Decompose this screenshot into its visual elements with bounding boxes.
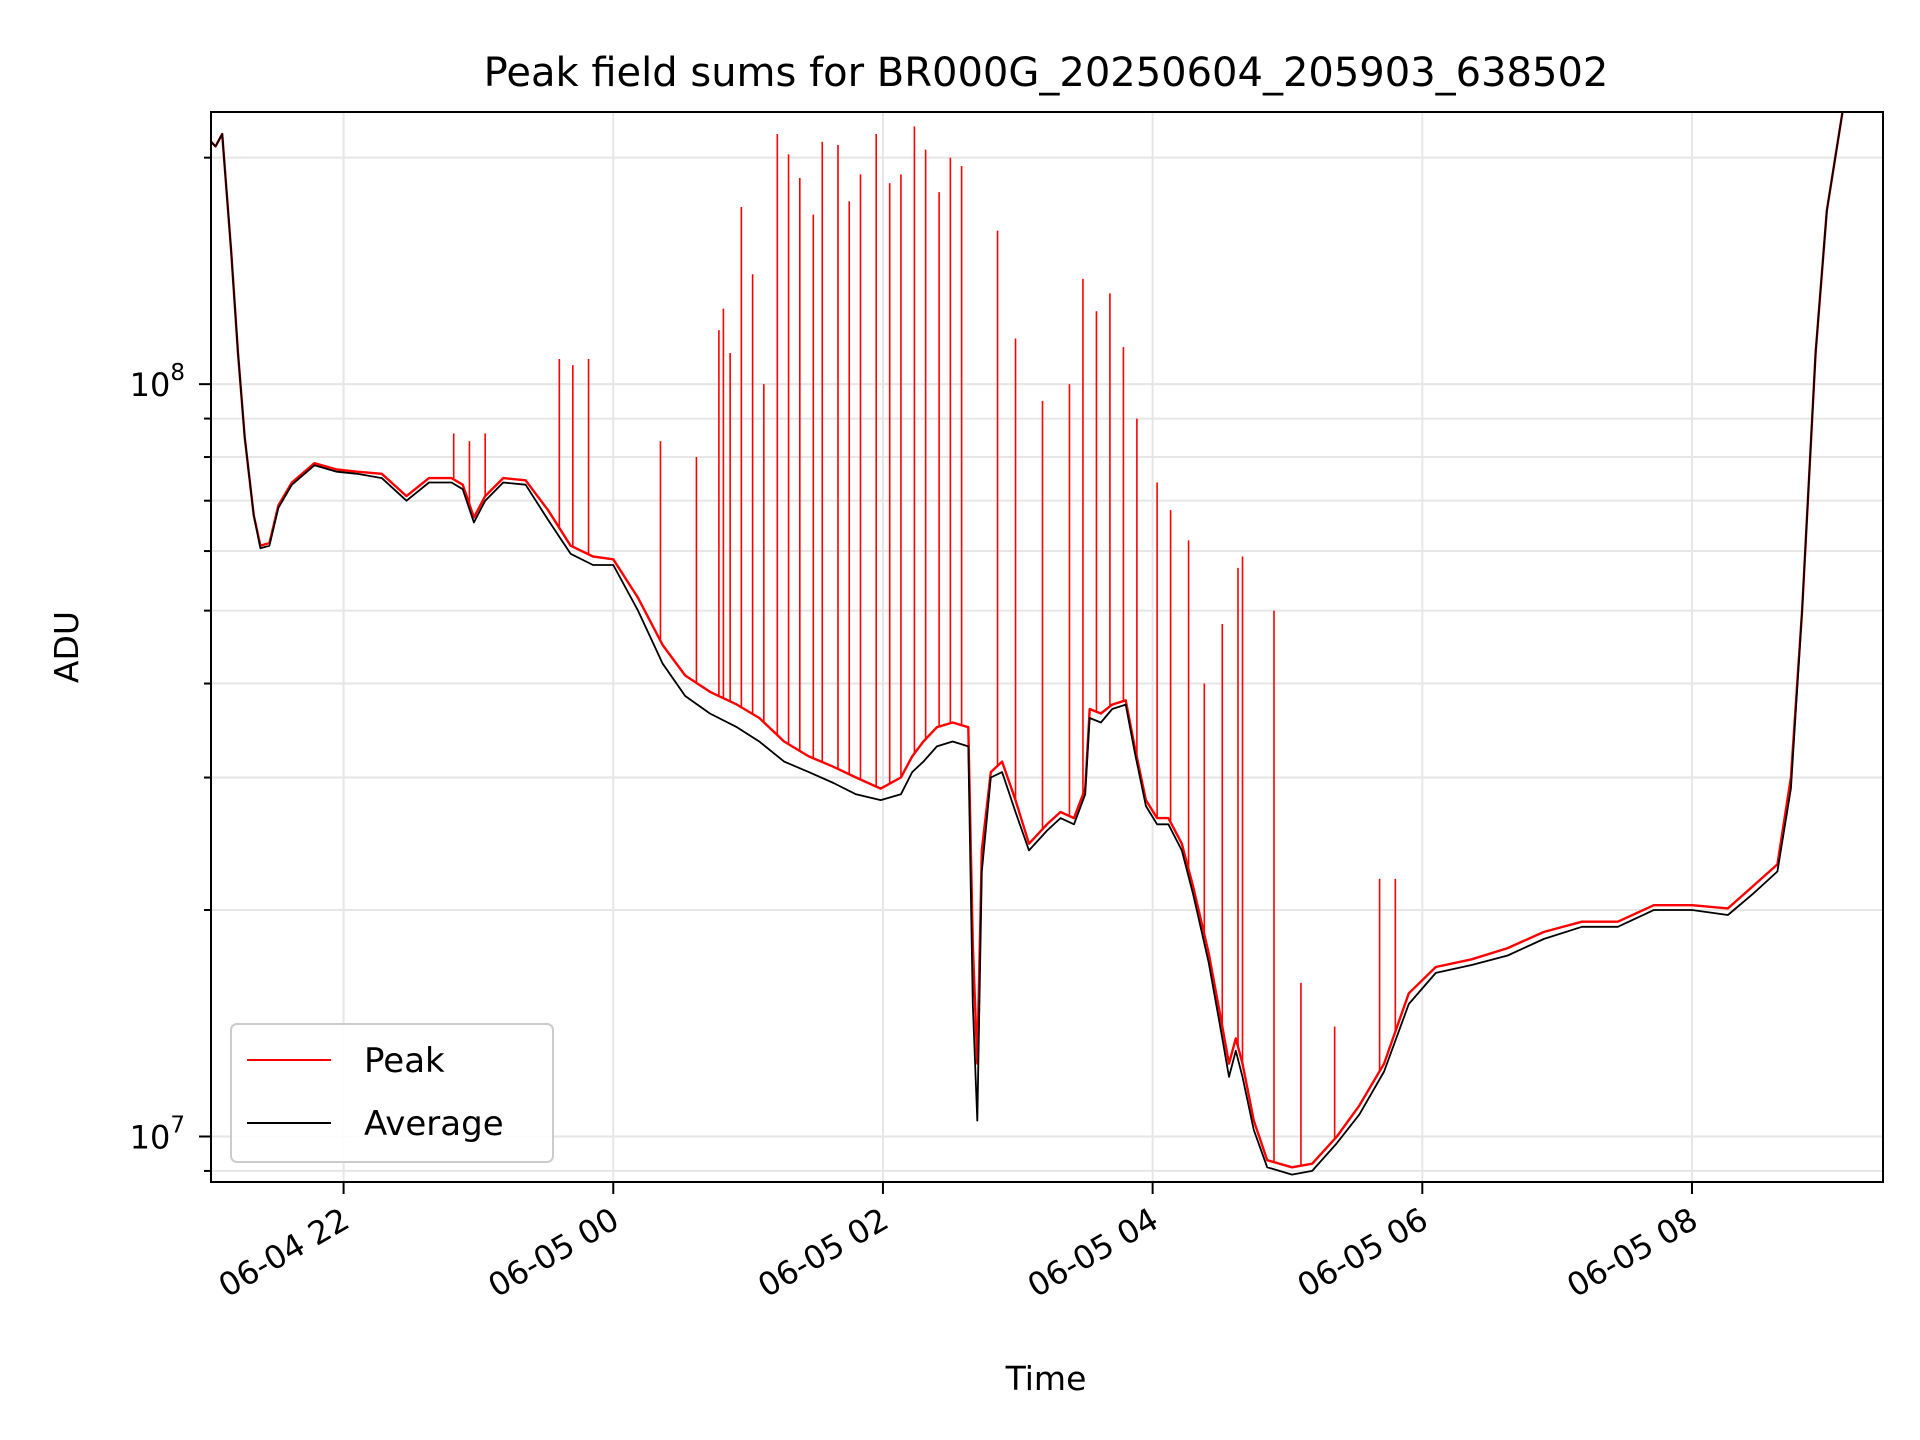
series-peak [211,112,1844,1169]
legend-label-peak: Peak [364,1041,445,1081]
plot-area [211,112,1844,1176]
legend-box [230,1023,554,1163]
chart-title: Peak field sums for BR000G_20250604_2059… [484,50,1609,96]
plot-frame [210,111,1884,1183]
legend: Peak Average [230,1023,554,1163]
y-tick-label: 107 [130,1112,185,1156]
legend-label-average: Average [364,1104,504,1144]
grid [211,112,1883,1182]
x-axis-label: Time [1005,1359,1087,1398]
series-line-average [211,112,1844,1176]
series-line-peak [211,112,1844,1169]
y-tick-label: 108 [130,360,185,404]
y-axis-label: ADU [47,611,86,683]
y-axis: 107 108 [130,156,211,1172]
series-average [211,112,1844,1176]
